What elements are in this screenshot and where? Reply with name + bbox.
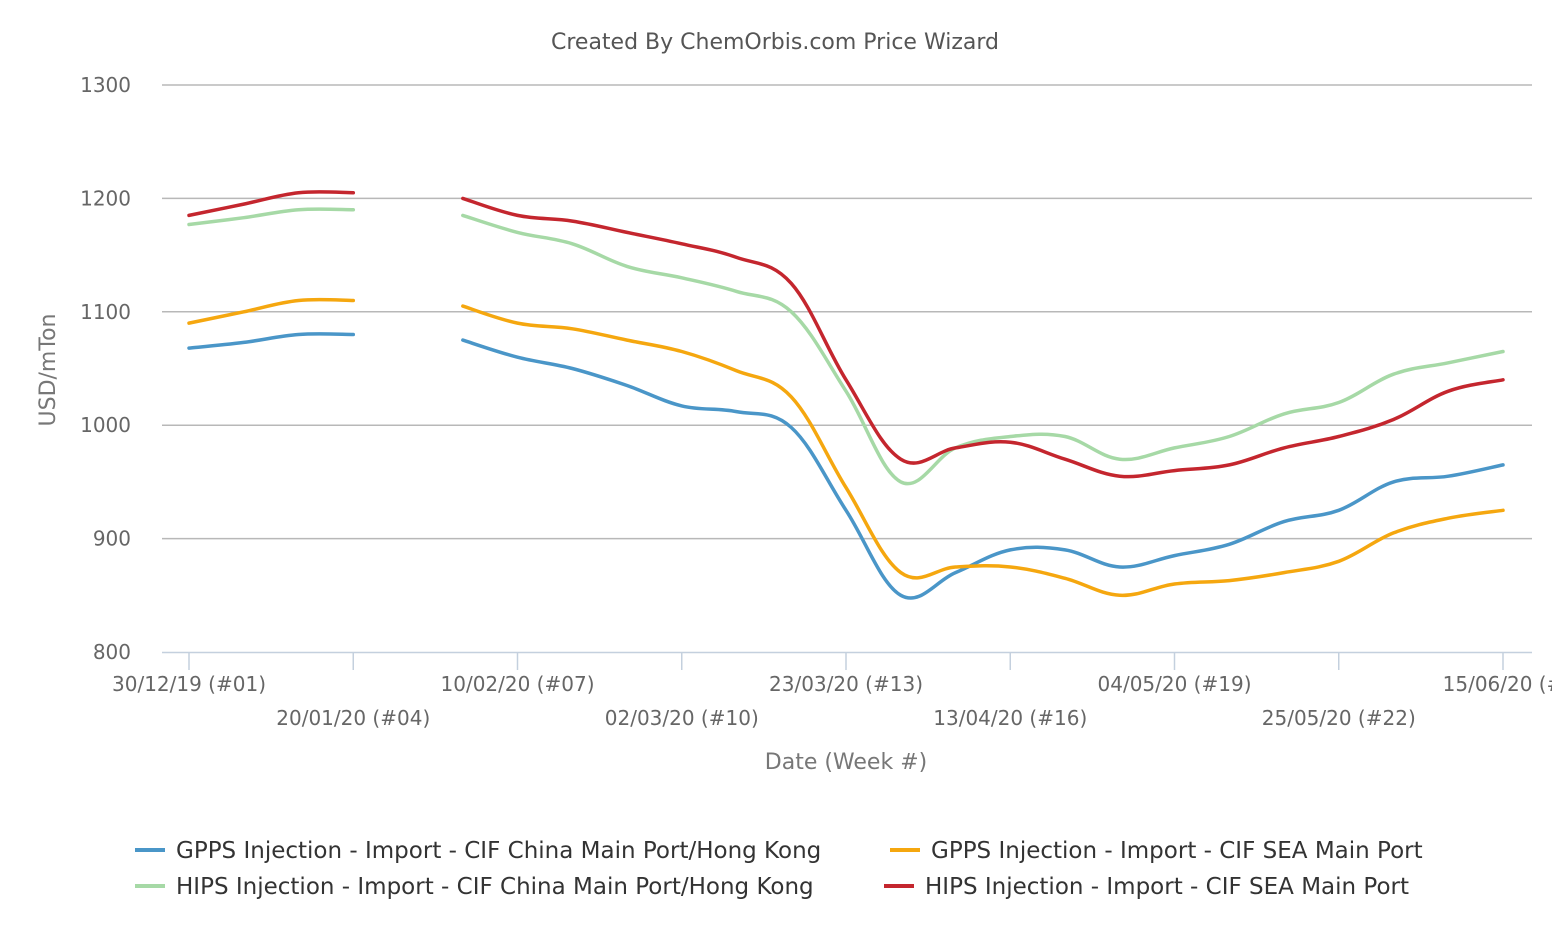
x-tick-label: 10/02/20 (#07)	[441, 672, 595, 696]
y-tick-label: 900	[93, 527, 131, 551]
legend-label: GPPS Injection - Import - CIF China Main…	[176, 838, 821, 864]
x-tick-label: 25/05/20 (#22)	[1262, 706, 1416, 730]
x-tick-label: 23/03/20 (#13)	[769, 672, 923, 696]
series-line-gpps-injection-import-cif-china-main-port-hong-kong	[187, 332, 356, 350]
y-tick-label: 1300	[80, 73, 131, 97]
chart-title: Created By ChemOrbis.com Price Wizard	[551, 30, 999, 55]
x-axis-ticks: 30/12/19 (#01) 20/01/20 (#04) 10/02/20 (#0…	[112, 653, 1552, 730]
series-line-hips-injection-import-cif-sea-main-port	[187, 190, 356, 218]
x-tick-label: 30/12/19 (#01)	[112, 672, 266, 696]
series-line-gpps-injection-import-cif-sea-main-port	[187, 297, 356, 325]
series-line-gpps-injection-import-cif-china-main-port-hong-kong	[461, 338, 1505, 600]
legend: GPPS Injection - Import - CIF China Main…	[135, 838, 1423, 900]
legend-item[interactable]: HIPS Injection - Import - CIF SEA Main P…	[884, 874, 1409, 900]
series-line-hips-injection-import-cif-sea-main-port	[461, 196, 1505, 479]
series-line-gpps-injection-import-cif-sea-main-port	[461, 304, 1505, 598]
y-axis-ticks: 800 900 1000 1100 1200 1300	[80, 73, 131, 664]
y-tick-label: 1100	[80, 300, 131, 324]
x-tick-label: 15/06/20 (#	[1443, 672, 1552, 696]
legend-label: HIPS Injection - Import - CIF China Main…	[176, 874, 814, 900]
x-tick-label: 13/04/20 (#16)	[933, 706, 1087, 730]
legend-label: HIPS Injection - Import - CIF SEA Main P…	[925, 874, 1409, 900]
x-tick-label: 02/03/20 (#10)	[605, 706, 759, 730]
x-axis-title: Date (Week #)	[765, 750, 927, 775]
y-tick-label: 800	[93, 640, 131, 664]
legend-item[interactable]: HIPS Injection - Import - CIF China Main…	[135, 874, 814, 900]
legend-item[interactable]: GPPS Injection - Import - CIF China Main…	[135, 838, 821, 864]
legend-label: GPPS Injection - Import - CIF SEA Main P…	[931, 838, 1423, 864]
y-tick-label: 1000	[80, 413, 131, 437]
x-tick-label: 04/05/20 (#19)	[1098, 672, 1252, 696]
series-line-hips-injection-import-cif-china-main-port-hong-kong	[187, 207, 356, 227]
legend-item[interactable]: GPPS Injection - Import - CIF SEA Main P…	[890, 838, 1423, 864]
y-tick-label: 1200	[80, 186, 131, 210]
grid-lines	[162, 84, 1532, 540]
series-lines	[187, 190, 1505, 600]
x-tick-label: 20/01/20 (#04)	[276, 706, 430, 730]
y-axis-title: USD/mTon	[36, 314, 61, 427]
